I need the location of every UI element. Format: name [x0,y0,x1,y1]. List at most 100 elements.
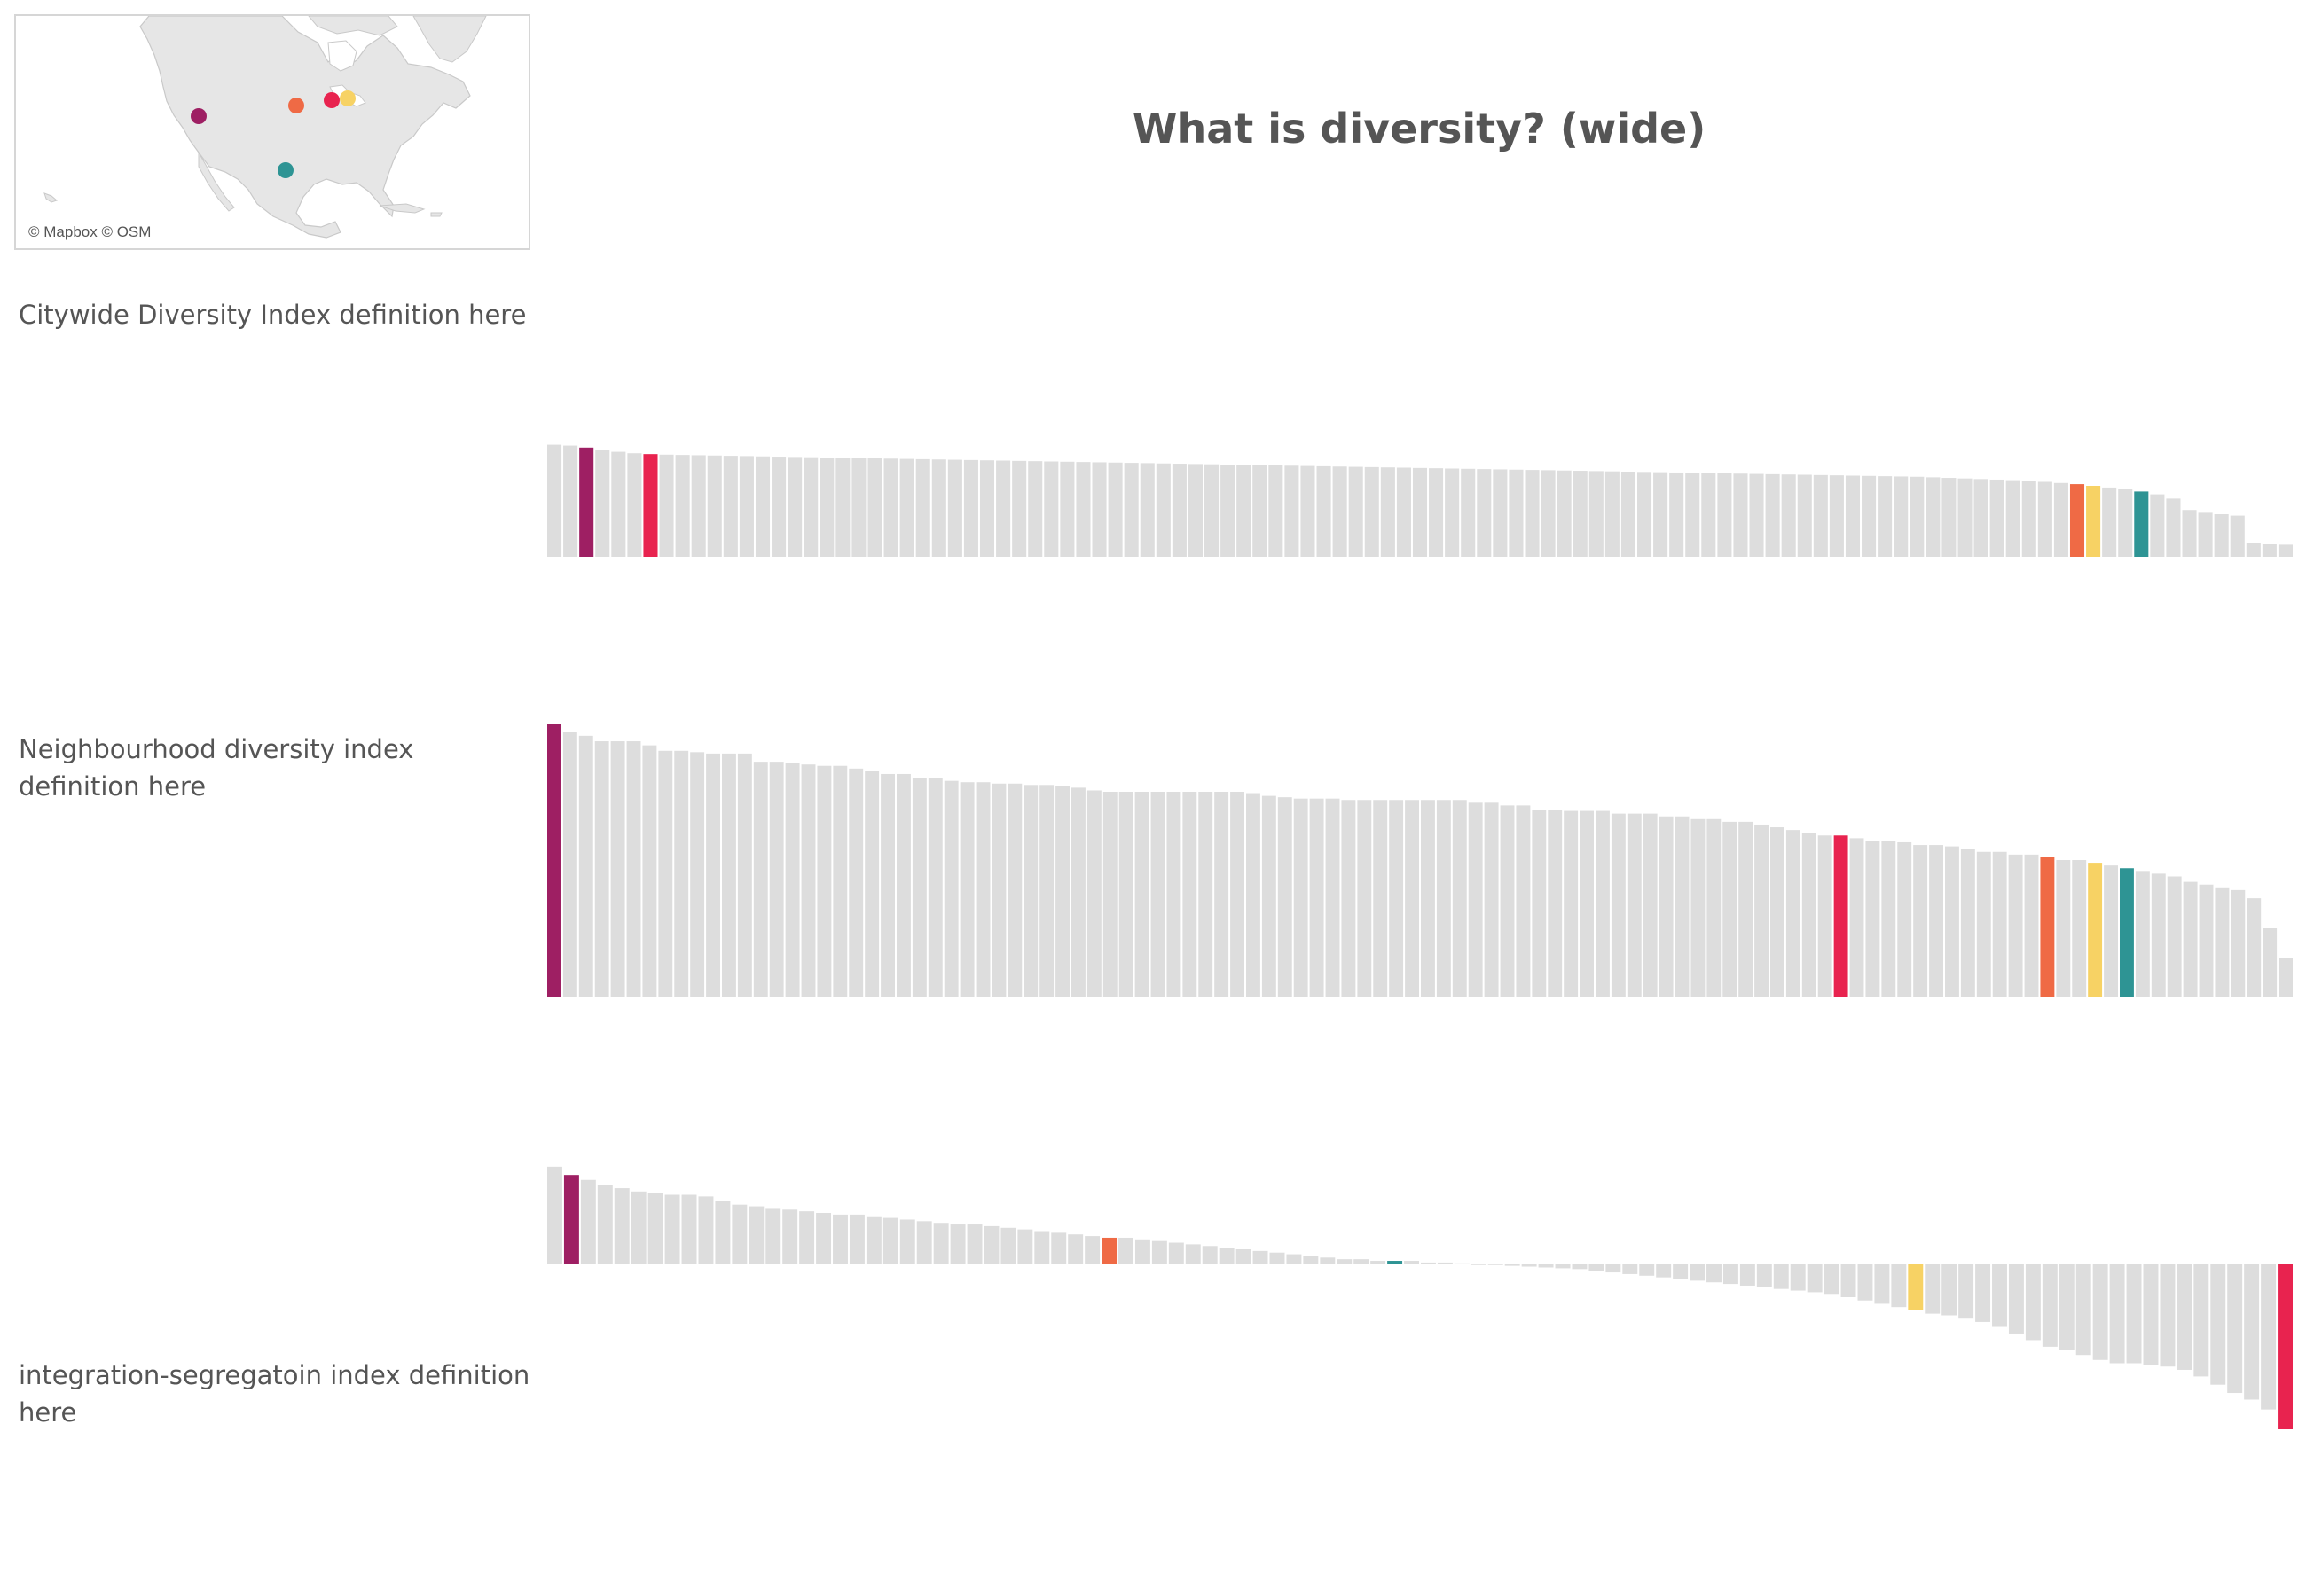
citywide-diversity-index-bar[interactable] [1044,461,1059,557]
citywide-diversity-index-bar[interactable] [1862,475,1877,557]
citywide-diversity-index-bar[interactable] [2230,515,2245,557]
citywide-diversity-index-bar[interactable] [1236,465,1251,557]
integration-segregation-index-bar[interactable] [1773,1264,1789,1289]
integration-segregation-index-bar[interactable] [2092,1264,2108,1360]
neighbourhood-diversity-index-bar[interactable] [2231,889,2246,997]
neighbourhood-diversity-index-bar[interactable] [1976,851,1991,997]
integration-segregation-index-bar[interactable] [1538,1264,1554,1268]
integration-segregation-index-bar[interactable] [1992,1264,2007,1327]
citywide-diversity-index-bar[interactable] [2021,481,2036,557]
integration-segregation-index-bar[interactable] [1572,1264,1588,1270]
citywide-diversity-index-bar[interactable] [1845,475,1861,557]
citywide-diversity-index-bar[interactable] [979,460,995,557]
neighbourhood-diversity-index-bar[interactable] [1261,795,1276,997]
neighbourhood-diversity-index-bar[interactable] [1452,800,1467,997]
citywide-diversity-index-bar[interactable] [1878,476,1893,557]
neighbourhood-diversity-index-bar[interactable] [1643,813,1658,997]
neighbourhood-diversity-index-bar[interactable] [594,741,609,997]
integration-segregation-index-bar[interactable] [1337,1259,1353,1264]
integration-segregation-index-bar[interactable] [1622,1264,1638,1274]
integration-segregation-index-highlight-bar[interactable] [2278,1264,2293,1429]
integration-segregation-index-bar[interactable] [950,1224,966,1264]
citywide-diversity-index-bar[interactable] [547,444,562,557]
integration-segregation-index-bar[interactable] [715,1201,731,1264]
citywide-diversity-index-bar[interactable] [1653,472,1668,557]
neighbourhood-diversity-index-bar[interactable] [2167,876,2182,997]
citywide-diversity-index-bar[interactable] [1941,478,1957,557]
citywide-diversity-index-bar[interactable] [2198,512,2213,557]
integration-segregation-index-bar[interactable] [984,1225,1000,1264]
neighbourhood-diversity-index-bar[interactable] [817,765,832,997]
integration-segregation-index-bar[interactable] [647,1193,663,1264]
citywide-diversity-index-bar[interactable] [755,456,771,557]
neighbourhood-diversity-index-bar[interactable] [1754,824,1769,997]
integration-segregation-index-bar[interactable] [882,1217,898,1264]
integration-segregation-index-bar[interactable] [1235,1248,1251,1264]
neighbourhood-diversity-index-highlight-bar[interactable] [547,724,561,997]
citywide-diversity-index-bar[interactable] [1717,473,1732,557]
neighbourhood-diversity-index-bar[interactable] [690,752,705,997]
citywide-diversity-index-bar[interactable] [2262,544,2277,557]
integration-segregation-index-bar[interactable] [1756,1264,1772,1287]
neighbourhood-diversity-index-bar[interactable] [1102,792,1118,997]
integration-segregation-index-bar[interactable] [1168,1242,1184,1264]
citywide-diversity-index-highlight-bar[interactable] [2134,491,2149,557]
citywide-diversity-index-highlight-bar[interactable] [2069,484,2085,557]
citywide-diversity-index-bar[interactable] [1573,471,1588,557]
neighbourhood-diversity-index-bar[interactable] [2263,928,2278,997]
neighbourhood-diversity-index-bar[interactable] [1182,792,1197,997]
neighbourhood-diversity-index-bar[interactable] [1198,792,1213,997]
neighbourhood-diversity-index-highlight-bar[interactable] [2120,868,2134,997]
citywide-diversity-index-bar[interactable] [1300,466,1315,557]
citywide-diversity-index-bar[interactable] [820,458,835,557]
citywide-diversity-index-bar[interactable] [772,457,787,557]
citywide-diversity-index-bar[interactable] [1284,466,1299,557]
citywide-diversity-index-bar[interactable] [2053,482,2068,557]
citywide-diversity-index-bar[interactable] [947,459,962,557]
citywide-diversity-index-bar[interactable] [1060,461,1075,557]
integration-segregation-index-bar[interactable] [1690,1264,1706,1281]
citywide-diversity-index-bar[interactable] [1188,464,1204,557]
teal-city-marker[interactable] [278,162,294,178]
integration-segregation-index-bar[interactable] [1857,1264,1873,1301]
citywide-diversity-index-bar[interactable] [595,450,610,557]
integration-segregation-index-bar[interactable] [1185,1244,1201,1264]
neighbourhood-diversity-index-bar[interactable] [722,753,736,997]
neighbourhood-diversity-index-bar[interactable] [1230,792,1244,997]
integration-segregation-index-bar[interactable] [833,1214,848,1264]
neighbourhood-diversity-index-bar[interactable] [1055,786,1070,997]
citywide-diversity-index-bar[interactable] [1733,473,1748,557]
integration-segregation-index-bar[interactable] [1034,1231,1050,1264]
citywide-diversity-index-bar[interactable] [1012,460,1027,557]
neighbourhood-diversity-index-bar[interactable] [2199,884,2214,997]
citywide-diversity-index-bar[interactable] [1461,468,1476,557]
citywide-diversity-index-bar[interactable] [2037,481,2052,557]
red-city-marker[interactable] [324,92,340,108]
citywide-diversity-index-bar[interactable] [1604,471,1620,557]
integration-segregation-index-bar[interactable] [664,1194,680,1264]
integration-segregation-index-bar[interactable] [597,1185,613,1264]
citywide-diversity-index-bar[interactable] [1910,476,1925,557]
citywide-diversity-index-bar[interactable] [1364,466,1379,557]
citywide-diversity-index-bar[interactable] [1636,472,1652,557]
integration-segregation-index-bar[interactable] [1656,1264,1672,1278]
neighbourhood-diversity-index-bar[interactable] [1341,800,1356,997]
integration-segregation-index-bar[interactable] [1269,1252,1285,1264]
integration-segregation-index-bar[interactable] [1303,1256,1319,1264]
neighbourhood-diversity-index-bar[interactable] [2104,865,2118,997]
neighbourhood-diversity-index-bar[interactable] [578,735,593,997]
neighbourhood-diversity-index-bar[interactable] [626,741,641,997]
neighbourhood-diversity-index-bar[interactable] [976,782,991,997]
citywide-diversity-index-bar[interactable] [1829,475,1844,557]
citywide-diversity-index-bar[interactable] [675,455,690,557]
citywide-diversity-index-bar[interactable] [2182,510,2197,557]
integration-segregation-index-bar[interactable] [1790,1264,1806,1291]
integration-segregation-index-bar[interactable] [2025,1264,2041,1341]
integration-segregation-index-bar[interactable] [1673,1264,1689,1279]
neighbourhood-diversity-index-bar[interactable] [1166,792,1181,997]
integration-segregation-index-bar[interactable] [967,1224,983,1264]
neighbourhood-diversity-index-bar[interactable] [849,768,864,997]
citywide-diversity-index-bar[interactable] [1926,477,1941,557]
neighbourhood-diversity-index-bar[interactable] [1024,785,1039,997]
integration-segregation-index-bar[interactable] [782,1209,798,1264]
